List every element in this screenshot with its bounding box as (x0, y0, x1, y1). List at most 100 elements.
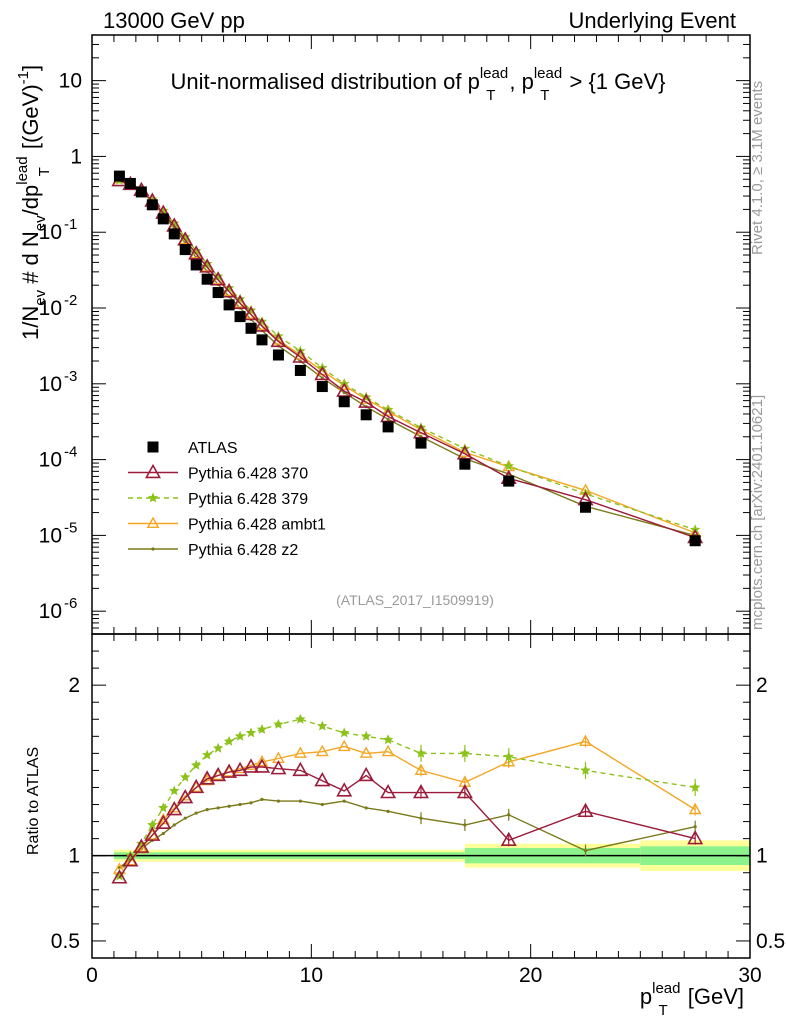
atlas-point (146, 199, 158, 211)
ratio-y-axis-title: Ratio to ATLAS (25, 747, 42, 855)
atlas-point (580, 501, 591, 513)
atlas-point (338, 396, 350, 408)
s370-point (210, 766, 227, 782)
z2-point (364, 806, 368, 810)
ambt1-point (414, 763, 428, 775)
ratio-panel: 0 10 20 30 0.5 0.5 1 1 2 2 (51, 633, 785, 987)
atlas-point (234, 311, 246, 323)
s379-point (180, 771, 191, 782)
z2-point (298, 799, 302, 803)
s379-point (415, 747, 427, 758)
legend-label-ambt1: Pythia 6.428 ambt1 (188, 517, 326, 534)
s379-point (382, 734, 394, 745)
s370-line (119, 180, 696, 539)
y-tick-label: 10 (39, 297, 62, 320)
s370-point (270, 332, 287, 348)
y-tick-label: 10 (39, 600, 62, 623)
s370-point (221, 763, 238, 778)
s370-point (314, 772, 331, 787)
ambt1-point (381, 744, 395, 757)
s379-point (201, 749, 213, 760)
atlas-point (360, 409, 372, 421)
s379-point (147, 819, 158, 830)
s379-point (295, 713, 306, 724)
x-tick-label: 10 (300, 964, 323, 987)
s370-point (144, 826, 161, 841)
y-tick-label: 10 (39, 221, 62, 244)
z2-point (183, 816, 187, 820)
atlas-point (135, 186, 147, 198)
y-tick-label: 1 (70, 145, 82, 168)
s370-point (412, 783, 430, 799)
s370-point (314, 365, 331, 381)
analysis-reference: (ATLAS_2017_I1509919) (336, 592, 494, 608)
s370-point (210, 271, 227, 286)
s370-point (221, 283, 238, 298)
ratio-tick-label-right: 2 (756, 674, 768, 697)
main-title-sub1: T (486, 87, 495, 104)
legend: ATLAS Pythia 6.428 370 Pythia 6.428 379 Pyt… (128, 440, 326, 559)
s379-point (245, 727, 257, 738)
atlas-point (245, 322, 257, 334)
z2-point (227, 804, 231, 808)
ambt1-point (315, 744, 329, 757)
s379-point (212, 742, 224, 753)
z2-point (276, 799, 281, 803)
rivet-label: Rivet 4.1.0, ≥ 3.1M events (749, 81, 766, 255)
y-tick-label: 10 (39, 373, 62, 396)
atlas-point (689, 535, 701, 547)
s370-point (122, 852, 139, 867)
s370-point (144, 463, 162, 479)
s370-point (270, 760, 287, 775)
y-tick-exponent: -1 (64, 216, 77, 233)
z2-point (320, 802, 324, 807)
s379-point (459, 747, 471, 758)
legend-label-z2: Pythia 6.428 z2 (188, 542, 298, 559)
atlas-point (113, 170, 125, 182)
s370-point (177, 789, 194, 804)
y-tick-label: 10 (39, 524, 62, 547)
atlas-point (316, 381, 328, 393)
z2-point (583, 848, 588, 853)
s379-point (360, 730, 372, 741)
header-left: 13000 GeV pp (103, 8, 245, 33)
ambt1-point (293, 746, 307, 758)
atlas-point (294, 364, 306, 376)
s370-point (166, 801, 183, 816)
s370-point (232, 761, 249, 777)
main-title-sup1: lead (480, 65, 508, 82)
s370-point (336, 382, 353, 397)
y-tick-exponent: -5 (64, 519, 77, 536)
ambt1-point (337, 739, 351, 752)
z2-point (386, 417, 390, 421)
ambt1-point (579, 734, 592, 746)
s370-point (199, 770, 216, 785)
main-title-prefix: Unit-normalised distribution of p (170, 69, 479, 94)
s370-point (336, 782, 353, 797)
x-tick-label: 30 (738, 964, 761, 987)
s379-point (256, 724, 268, 734)
ambt1-point (255, 754, 269, 767)
atlas-point (256, 334, 268, 346)
x-axis-title: plead T [GeV] (640, 980, 744, 1019)
x-tick-label: 20 (519, 964, 542, 987)
z2-point (205, 808, 209, 812)
z2-point (507, 813, 511, 817)
z2-point (342, 799, 346, 803)
s379-point (503, 460, 514, 471)
s370-point (253, 758, 270, 773)
y-tick-label: 10 (59, 70, 82, 93)
s370-point (500, 831, 517, 847)
s379-point (169, 785, 180, 796)
z2-point (249, 801, 253, 805)
z2-point (693, 825, 697, 829)
ratio-tick-label-left: 2 (68, 674, 80, 697)
atlas-point (190, 259, 202, 271)
header-right: Underlying Event (568, 8, 736, 33)
s370-point (456, 783, 473, 799)
s379-point (273, 718, 284, 729)
z2-point (419, 816, 423, 820)
z2-point (238, 802, 242, 807)
y-tick-label: 10 (39, 449, 62, 472)
